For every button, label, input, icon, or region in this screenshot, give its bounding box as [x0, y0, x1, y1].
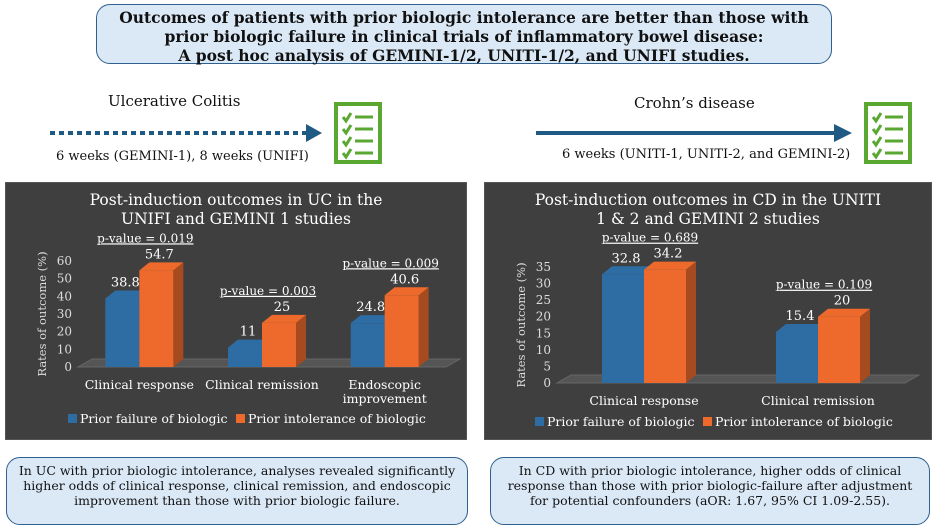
legend-swatch [236, 414, 245, 423]
y-tick-label: 0 [543, 376, 551, 390]
y-tick-label: 10 [536, 343, 551, 357]
title-box: Outcomes of patients with prior biologic… [96, 4, 832, 65]
bar-top [644, 261, 696, 270]
title-line-1: Outcomes of patients with prior biologic… [119, 8, 809, 27]
chart-title-line: UNIFI and GEMINI 1 studies [121, 210, 351, 228]
title-line-2: prior biologic failure in clinical trial… [164, 27, 764, 46]
bar-top [602, 266, 654, 275]
cd-summary-text: In CD with prior biologic intolerance, h… [507, 463, 913, 508]
data-label: 11 [240, 325, 257, 340]
bar [139, 270, 174, 367]
cd-timeline-arrow [536, 124, 852, 142]
legend-label: Prior intolerance of biologic [715, 414, 893, 429]
y-tick-label: 30 [57, 307, 72, 321]
uc-chart: Post-induction outcomes in UC in theUNIF… [35, 191, 462, 426]
bar [818, 316, 860, 383]
y-tick-label: 5 [543, 359, 551, 373]
data-label: 34.2 [654, 247, 683, 262]
bar-top [139, 262, 184, 271]
cd-chart-panel: Post-induction outcomes in CD in the UNI… [484, 182, 932, 440]
category-label: Clinical response [85, 377, 194, 392]
data-label: 25 [274, 300, 291, 315]
y-tick-label: 20 [536, 310, 551, 324]
uc-summary-box: In UC with prior biologic intolerance, a… [6, 457, 468, 525]
category-label: Endoscopic [348, 377, 421, 392]
legend-label: Prior failure of biologic [80, 411, 228, 426]
legend-swatch [703, 417, 712, 426]
bar-top [105, 290, 150, 299]
data-label: 54.7 [145, 247, 174, 262]
checklist-icon [334, 102, 382, 164]
y-axis-label: Rates of outcome (%) [514, 262, 528, 387]
p-value-label: p-value = 0.689 [602, 231, 698, 245]
bar-top [228, 339, 272, 348]
y-tick-label: 40 [57, 289, 72, 303]
chart-title-line: Post-induction outcomes in CD in the UNI… [535, 191, 881, 209]
bar-top [384, 287, 429, 296]
bar [105, 298, 140, 367]
y-tick-label: 35 [536, 260, 551, 274]
data-label: 24.8 [356, 300, 385, 315]
legend-swatch [68, 414, 77, 423]
data-label: 15.4 [786, 309, 815, 324]
y-tick-label: 30 [536, 277, 551, 291]
checklist-icon [864, 102, 912, 164]
bar [228, 347, 262, 367]
uc-timeline-arrow [50, 124, 322, 142]
bar [776, 331, 818, 383]
bar-side [296, 314, 306, 367]
y-axis-label: Rates of outcome (%) [35, 251, 49, 376]
data-label: 32.8 [612, 251, 641, 266]
bar-side [686, 261, 696, 383]
p-value-label: p-value = 0.003 [220, 284, 316, 298]
data-label: 40.6 [390, 272, 419, 287]
bar-top [350, 315, 395, 324]
y-tick-label: 50 [57, 272, 72, 286]
cd-label: Crohn’s disease [634, 94, 755, 112]
chart-title-line: 1 & 2 and GEMINI 2 studies [596, 210, 820, 228]
y-tick-label: 15 [536, 326, 551, 340]
p-value-label: p-value = 0.019 [97, 231, 193, 245]
bar [262, 322, 296, 367]
bar-top [262, 314, 306, 323]
bar [384, 295, 419, 367]
bar-side [418, 287, 429, 367]
p-value-label: p-value = 0.109 [776, 278, 872, 292]
bar [644, 269, 686, 383]
uc-summary-text: In UC with prior biologic intolerance, a… [18, 463, 456, 508]
uc-chart-panel: Post-induction outcomes in UC in the UNIF… [5, 182, 467, 440]
bar-top [776, 323, 828, 332]
cd-timeline-text: 6 weeks (UNITI-1, UNITI-2, and GEMINI-2) [562, 147, 851, 162]
data-label: 20 [834, 294, 851, 309]
category-label: Clinical response [589, 393, 698, 408]
bar [350, 323, 385, 367]
bar-side [860, 308, 870, 383]
legend-label: Prior intolerance of biologic [248, 411, 426, 426]
y-tick-label: 10 [57, 342, 72, 356]
uc-label: Ulcerative Colitis [108, 92, 241, 110]
legend-swatch [535, 417, 544, 426]
category-label: Clinical remission [761, 393, 875, 408]
bar [602, 274, 644, 383]
bar-side [173, 262, 184, 367]
y-tick-label: 25 [536, 293, 551, 307]
chart-title-line: Post-induction outcomes in UC in the [90, 191, 383, 209]
category-label: Clinical remission [205, 377, 319, 392]
bar-top [818, 308, 870, 317]
data-label: 38.8 [111, 275, 140, 290]
category-label: improvement [343, 391, 427, 406]
y-tick-label: 60 [57, 254, 72, 268]
y-tick-label: 20 [57, 325, 72, 339]
title-line-3: A post hoc analysis of GEMINI-1/2, UNITI… [178, 46, 750, 65]
cd-chart: Post-induction outcomes in CD in the UNI… [514, 191, 921, 429]
cd-summary-box: In CD with prior biologic intolerance, h… [490, 457, 930, 525]
p-value-label: p-value = 0.009 [342, 256, 438, 270]
legend-label: Prior failure of biologic [547, 414, 695, 429]
uc-timeline-text: 6 weeks (GEMINI-1), 8 weeks (UNIFI) [56, 149, 309, 164]
y-tick-label: 0 [64, 360, 72, 374]
